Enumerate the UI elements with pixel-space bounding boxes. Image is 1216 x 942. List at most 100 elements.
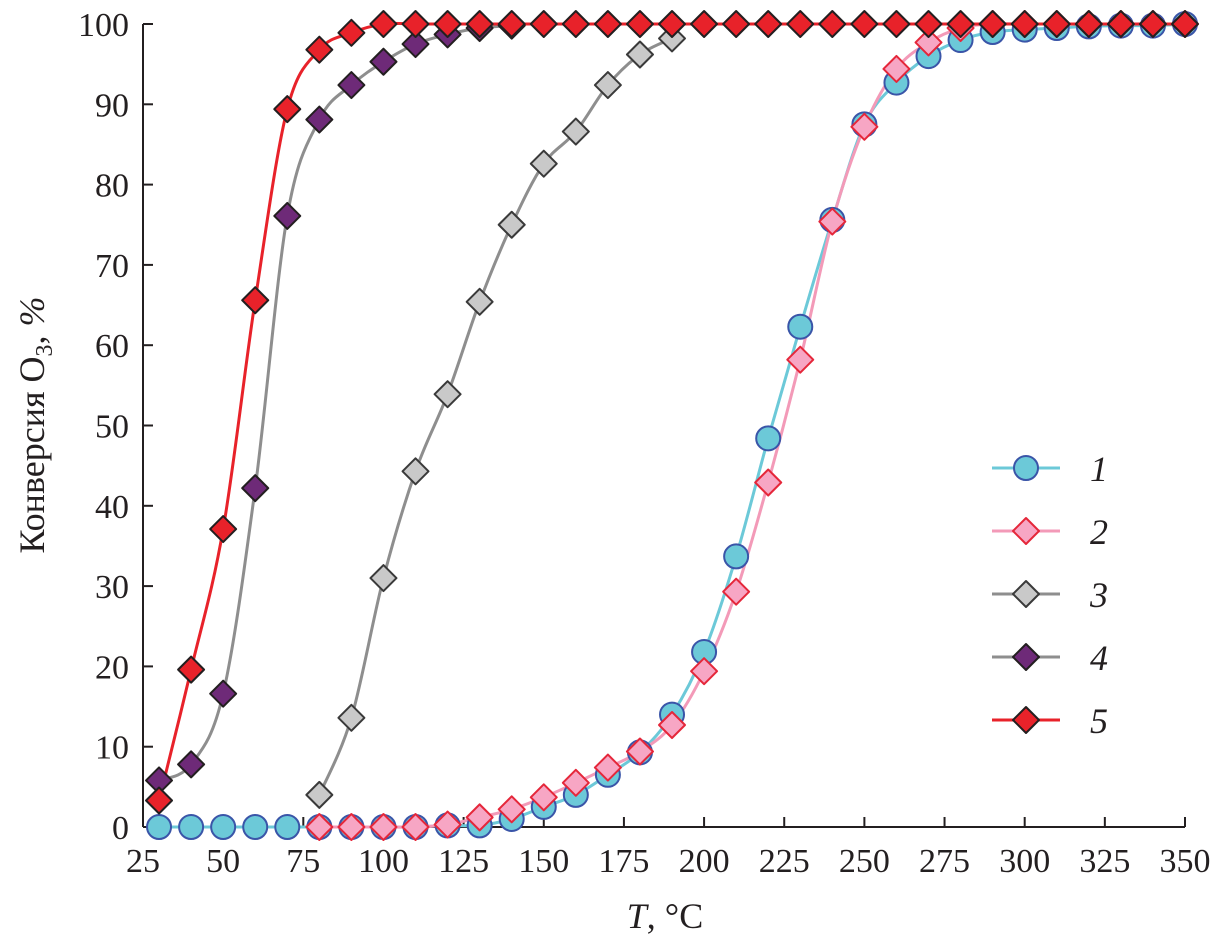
series-1-point — [146, 814, 173, 840]
series-2-point — [818, 207, 847, 236]
series-2-point — [658, 711, 687, 740]
series-line-4 — [158, 24, 512, 782]
series-markers — [145, 10, 1199, 841]
series-5-point — [658, 10, 687, 38]
legend-label-2: 2 — [1090, 512, 1108, 552]
series-3-point — [497, 210, 526, 239]
series-2-point — [529, 783, 558, 812]
series-2-point — [625, 737, 654, 766]
y-tick-label: 40 — [95, 489, 129, 526]
series-5-point — [433, 10, 462, 38]
series-3-point — [369, 564, 398, 593]
x-tick-label: 300 — [999, 843, 1050, 880]
series-5-point — [914, 10, 943, 38]
series-4-point — [273, 201, 302, 230]
series-4-point — [337, 71, 366, 100]
y-tick-label: 100 — [78, 7, 129, 44]
y-axis-title-comma: , — [12, 326, 52, 344]
y-axis-title-subscript: 3 — [32, 344, 58, 356]
x-axis-title: T, °C — [627, 896, 703, 936]
series-3-point — [561, 117, 590, 146]
series-5-point — [1171, 10, 1199, 38]
series-3-point — [625, 40, 654, 69]
legend-marker-4 — [1012, 643, 1040, 671]
y-axis-title-text: Конверсия O — [12, 356, 52, 553]
y-tick-label: 30 — [95, 569, 129, 606]
legend-label-3: 3 — [1089, 575, 1108, 615]
series-5-point — [465, 10, 494, 38]
series-line-5 — [157, 21, 1185, 801]
series-5-point — [209, 515, 238, 544]
series-4-point — [177, 750, 206, 779]
series-2-point — [914, 28, 943, 57]
series-3-point — [433, 380, 462, 409]
y-tick-label: 20 — [95, 649, 129, 686]
series-5-point — [786, 10, 815, 38]
series-2-point — [305, 813, 334, 841]
series-5-point — [337, 18, 366, 47]
series-5-point — [593, 10, 622, 38]
x-tick-label: 325 — [1079, 843, 1130, 880]
series-5-point — [978, 10, 1007, 38]
y-tick-label: 50 — [95, 409, 129, 446]
series-4-point — [305, 105, 334, 134]
x-tick-label: 150 — [518, 843, 569, 880]
series-1-point — [178, 814, 205, 840]
series-5-point — [177, 655, 206, 684]
series-5-point — [401, 10, 430, 38]
legend: 1 2 3 4 5 — [992, 449, 1108, 741]
x-tick-label: 225 — [759, 843, 810, 880]
series-2-point — [433, 810, 462, 839]
series-2-point — [337, 813, 366, 841]
series-2-point — [786, 345, 815, 374]
series-1-point — [274, 814, 301, 840]
series-5-point — [241, 286, 270, 315]
series-3-point — [305, 780, 334, 809]
series-5-point — [818, 10, 847, 38]
y-tick-label: 90 — [95, 87, 129, 124]
series-5-point — [1106, 10, 1135, 38]
series-4-point — [209, 679, 238, 708]
series-2-point — [722, 577, 751, 606]
x-axis-title-variable: T — [627, 896, 650, 936]
series-5-point — [305, 35, 334, 64]
x-tick-label: 25 — [126, 843, 160, 880]
x-tick-label: 175 — [598, 843, 649, 880]
series-3-point — [337, 703, 366, 732]
series-5-point — [273, 95, 302, 124]
series-line-2 — [319, 22, 1185, 829]
series-2-point — [850, 112, 879, 141]
series-4-point — [369, 47, 398, 76]
series-3-point — [529, 149, 558, 178]
series-4-point — [241, 474, 270, 503]
x-tick-label: 50 — [206, 843, 240, 880]
legend-marker-2 — [1012, 517, 1040, 545]
series-2-point — [561, 768, 590, 797]
y-axis-title: Конверсия O3, % — [12, 296, 58, 553]
series-5-point — [497, 10, 526, 38]
series-3-point — [465, 287, 494, 316]
series-2-point — [754, 468, 783, 497]
series-5-point — [1010, 10, 1039, 38]
series-5-point — [946, 10, 975, 38]
x-axis-title-unit: , °C — [647, 896, 703, 936]
y-tick-label: 70 — [95, 248, 129, 285]
x-tick-label: 350 — [1160, 843, 1211, 880]
series-5-point — [1138, 10, 1167, 38]
legend-label-5: 5 — [1090, 701, 1108, 741]
x-tick-label: 75 — [286, 843, 320, 880]
y-tick-label: 10 — [95, 730, 129, 767]
series-5-point — [529, 10, 558, 38]
y-tick-label: 80 — [95, 168, 129, 205]
series-5-point — [369, 10, 398, 38]
legend-marker-3 — [1012, 580, 1040, 608]
series-1-point — [755, 425, 782, 452]
series-line-3 — [317, 37, 673, 796]
x-tick-label: 250 — [839, 843, 890, 880]
y-axis-ticks: 0 10 20 30 40 50 60 70 80 90 100 — [78, 7, 153, 847]
series-2-point — [882, 54, 911, 83]
series-5-point — [625, 10, 654, 38]
series-5-point — [754, 10, 783, 38]
series-1-point — [787, 313, 814, 340]
series-3-point — [658, 24, 687, 53]
